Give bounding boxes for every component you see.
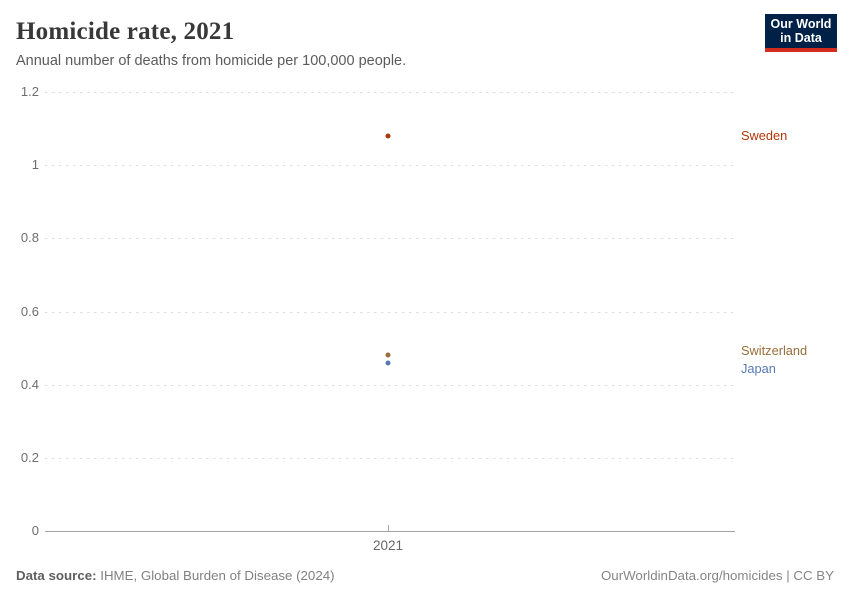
y-axis-tick-label: 0.8 <box>20 230 39 246</box>
credit-link[interactable]: OurWorldinData.org/homicides | CC BY <box>600 568 834 583</box>
y-gridline <box>45 311 735 313</box>
data-point-japan[interactable] <box>385 360 391 366</box>
owid-logo[interactable]: Our World in Data <box>765 14 837 52</box>
y-gridline <box>45 238 735 240</box>
owid-logo-line1: Our World <box>770 17 832 31</box>
entity-label-sweden[interactable]: Sweden <box>741 127 788 143</box>
y-axis-tick-label: 0.4 <box>20 376 39 392</box>
y-axis-tick-label: 1 <box>31 157 39 173</box>
y-gridline <box>45 165 735 167</box>
owid-logo-line2: in Data <box>780 31 822 45</box>
data-point-sweden[interactable] <box>385 133 391 139</box>
x-axis-tick <box>388 525 389 531</box>
data-source-text: IHME, Global Burden of Disease (2024) <box>96 568 335 583</box>
y-axis-tick-label: 0.6 <box>20 303 39 319</box>
y-axis-tick-label: 1.2 <box>20 84 39 99</box>
page-subtitle: Annual number of deaths from homicide pe… <box>16 53 407 69</box>
y-axis-tick-label: 0 <box>31 523 39 538</box>
chart-footer: Data source: IHME, Global Burden of Dise… <box>16 568 834 583</box>
entity-label-switzerland[interactable]: Switzerland <box>741 343 808 359</box>
y-axis-tick-label: 0.2 <box>20 449 39 465</box>
data-point-switzerland[interactable] <box>385 352 391 358</box>
x-axis-line <box>45 531 735 532</box>
data-source-note: Data source: IHME, Global Burden of Dise… <box>16 568 335 583</box>
entity-label-japan[interactable]: Japan <box>741 360 776 376</box>
y-gridline <box>45 457 735 459</box>
x-axis-tick-label: 2021 <box>372 538 404 553</box>
page-title: Homicide rate, 2021 <box>16 18 235 45</box>
y-gridline <box>45 92 735 93</box>
y-gridline <box>45 384 735 386</box>
data-source-label: Data source: <box>16 568 97 583</box>
